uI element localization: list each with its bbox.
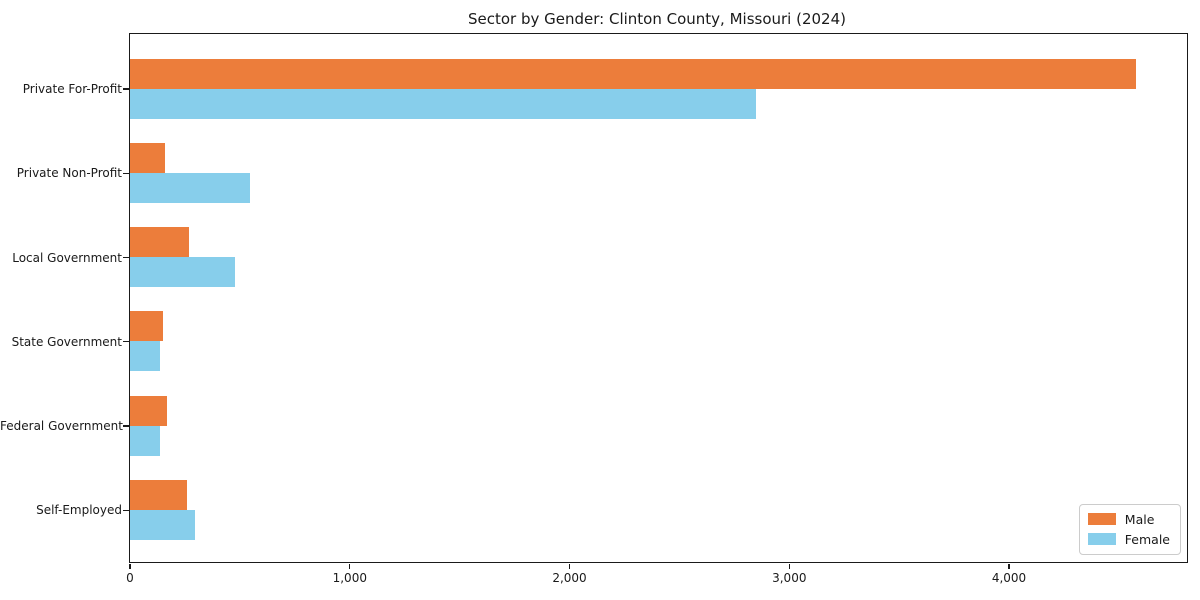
y-axis-label: Private For-Profit <box>22 82 122 96</box>
x-tick <box>788 563 790 569</box>
x-axis-tick-label: 1,000 <box>332 571 367 585</box>
legend-swatch-female <box>1087 533 1116 545</box>
bar-female-0 <box>129 88 756 119</box>
bar-female-1 <box>129 172 251 203</box>
bar-male-3 <box>129 311 163 342</box>
y-tick <box>123 88 129 90</box>
legend-label: Female <box>1124 531 1170 547</box>
legend: Male Female <box>1078 503 1181 555</box>
bar-male-4 <box>129 395 167 426</box>
bar-male-0 <box>129 58 1136 89</box>
bar-male-2 <box>129 227 189 257</box>
x-tick <box>129 563 131 569</box>
y-tick <box>123 172 129 174</box>
chart-title: Sector by Gender: Clinton County, Missou… <box>467 10 846 28</box>
y-axis-label: Local Government <box>12 250 122 265</box>
x-axis-tick-label: 4,000 <box>991 571 1027 585</box>
y-tick <box>123 425 129 427</box>
y-axis-label: State Government <box>11 334 122 349</box>
y-tick <box>123 256 129 259</box>
y-axis-label: Self-Employed <box>36 503 122 518</box>
x-tick <box>568 563 571 569</box>
x-tick <box>349 563 351 569</box>
y-tick <box>123 509 129 511</box>
legend-label: Male <box>1124 511 1155 527</box>
bar-female-3 <box>129 341 161 372</box>
plot-area: Male Female <box>128 32 1188 563</box>
bar-female-5 <box>129 509 196 540</box>
y-tick <box>123 341 129 343</box>
legend-entry-male: Male <box>1087 511 1170 527</box>
legend-entry-female: Female <box>1087 531 1170 547</box>
x-axis-tick-label: 3,000 <box>772 571 807 585</box>
bar-male-1 <box>129 142 165 173</box>
x-axis-tick-label: 0 <box>126 571 134 585</box>
x-axis-tick-label: 2,000 <box>552 571 587 585</box>
y-axis-label: Private Non-Profit <box>16 166 122 181</box>
legend-swatch-male <box>1087 513 1116 525</box>
bar-female-4 <box>129 425 161 456</box>
x-tick <box>1008 563 1010 569</box>
bar-male-5 <box>129 479 187 510</box>
bar-female-2 <box>129 257 235 287</box>
y-axis-label: Federal Government <box>0 419 123 433</box>
